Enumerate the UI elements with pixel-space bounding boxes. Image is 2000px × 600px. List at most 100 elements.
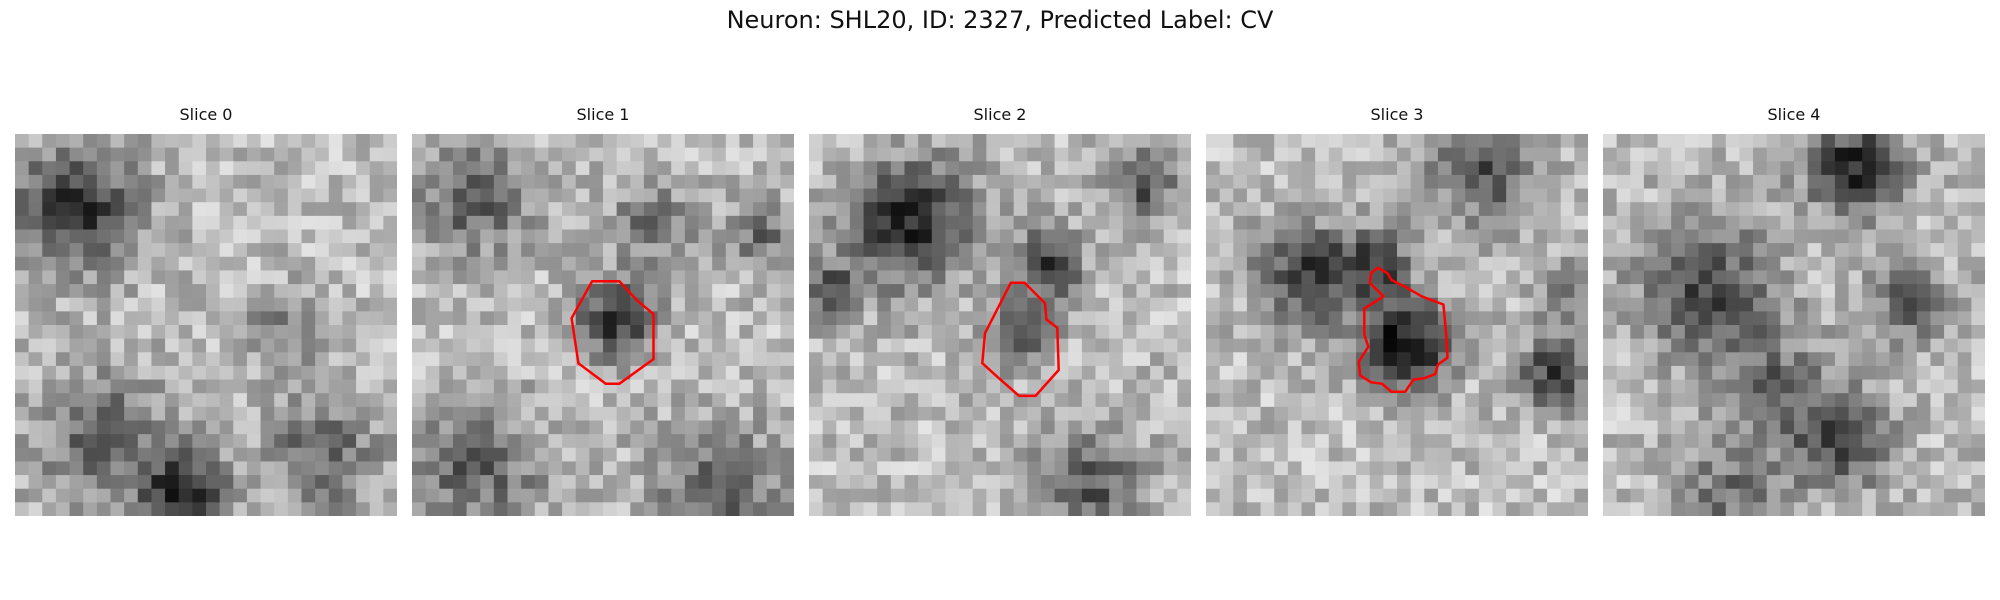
image-pixel	[137, 243, 153, 258]
image-pixel	[712, 311, 727, 326]
image-pixel	[1862, 447, 1877, 463]
image-pixel	[1478, 311, 1494, 326]
image-pixel	[836, 434, 851, 449]
image-pixel	[1274, 256, 1289, 272]
image-pixel	[1657, 434, 1672, 449]
image-pixel	[890, 393, 906, 408]
image-pixel	[1698, 161, 1713, 176]
image-pixel	[1971, 188, 1985, 203]
image-pixel	[1150, 365, 1165, 381]
image-pixel	[603, 461, 618, 476]
image-pixel	[219, 502, 234, 516]
image-pixel	[521, 406, 536, 422]
image-pixel	[369, 461, 384, 476]
image-pixel	[1875, 338, 1891, 353]
image-pixel	[1054, 256, 1069, 272]
image-pixel	[219, 202, 234, 217]
image-pixel	[165, 502, 180, 516]
image-pixel	[1437, 475, 1453, 490]
image-pixel	[1219, 420, 1234, 435]
image-pixel	[287, 447, 303, 463]
image-pixel	[1903, 475, 1918, 490]
image-pixel	[1177, 393, 1191, 408]
image-pixel	[178, 297, 193, 312]
image-pixel	[1315, 134, 1330, 149]
image-pixel	[356, 379, 371, 394]
image-pixel	[1533, 434, 1548, 449]
image-pixel	[931, 270, 947, 285]
image-pixel	[1397, 229, 1412, 244]
image-pixel	[945, 447, 960, 463]
image-pixel	[356, 475, 371, 490]
image-pixel	[725, 434, 741, 449]
image-pixel	[1219, 134, 1234, 149]
image-pixel	[1957, 393, 1972, 408]
image-pixel	[562, 406, 577, 422]
image-pixel	[1506, 393, 1521, 408]
image-pixel	[178, 338, 193, 353]
image-pixel	[1356, 488, 1371, 503]
image-pixel	[15, 325, 30, 340]
image-pixel	[1889, 393, 1904, 408]
image-pixel	[1712, 406, 1727, 422]
image-pixel	[1766, 365, 1781, 381]
image-pixel	[1150, 311, 1165, 326]
image-pixel	[165, 365, 180, 381]
image-pixel	[96, 393, 112, 408]
image-pixel	[1150, 338, 1165, 353]
image-pixel	[1780, 284, 1795, 299]
image-pixel	[931, 475, 947, 490]
image-pixel	[890, 147, 906, 162]
image-pixel	[657, 243, 672, 258]
image-pixel	[219, 379, 234, 394]
image-pixel	[42, 256, 57, 272]
image-pixel	[287, 202, 303, 217]
image-pixel	[698, 215, 713, 231]
image-pixel	[178, 475, 193, 490]
image-pixel	[1698, 447, 1713, 463]
image-pixel	[342, 488, 357, 503]
image-pixel	[42, 338, 57, 353]
image-pixel	[1122, 420, 1138, 435]
image-pixel	[1027, 461, 1042, 476]
image-pixel	[890, 406, 906, 422]
image-pixel	[1122, 270, 1138, 285]
image-pixel	[1862, 229, 1877, 244]
image-pixel	[1712, 420, 1727, 435]
image-pixel	[178, 461, 193, 476]
image-pixel	[480, 434, 495, 449]
image-pixel	[1643, 243, 1659, 258]
image-pixel	[1643, 215, 1659, 231]
image-pixel	[219, 284, 234, 299]
image-pixel	[1560, 270, 1575, 285]
image-pixel	[383, 229, 397, 244]
image-pixel	[1821, 188, 1836, 203]
image-pixel	[1916, 202, 1932, 217]
image-pixel	[1315, 243, 1330, 258]
image-pixel	[274, 352, 289, 367]
image-pixel	[1889, 447, 1904, 463]
image-pixel	[1437, 134, 1453, 149]
image-pixel	[1000, 365, 1015, 381]
image-pixel	[1274, 229, 1289, 244]
image-pixel	[192, 406, 207, 422]
image-pixel	[822, 434, 837, 449]
image-pixel	[219, 488, 234, 503]
image-pixel	[1930, 461, 1945, 476]
image-pixel	[1465, 502, 1480, 516]
image-pixel	[439, 161, 454, 176]
image-pixel	[69, 447, 84, 463]
image-pixel	[151, 284, 166, 299]
image-pixel	[137, 488, 153, 503]
image-pixel	[1753, 379, 1768, 394]
image-pixel	[206, 379, 221, 394]
image-pixel	[206, 188, 221, 203]
image-pixel	[439, 393, 454, 408]
image-pixel	[1519, 447, 1535, 463]
image-pixel	[1437, 297, 1453, 312]
image-pixel	[1712, 147, 1727, 162]
image-pixel	[1342, 406, 1357, 422]
image-pixel	[1274, 188, 1289, 203]
image-pixel	[301, 188, 316, 203]
image-pixel	[507, 379, 522, 394]
